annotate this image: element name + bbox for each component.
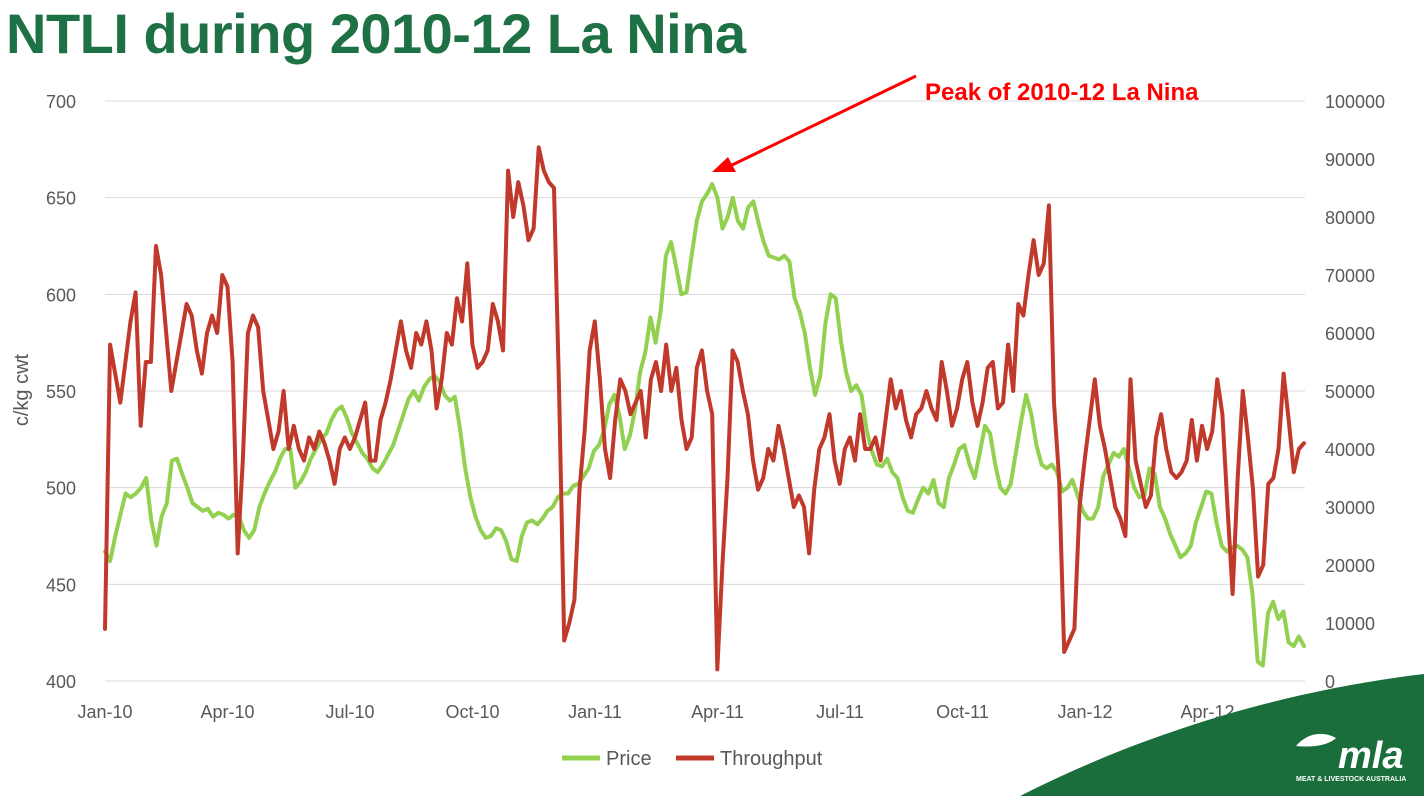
x-tick-label: Oct-10 <box>445 702 499 722</box>
mla-logo-icon <box>1296 733 1336 747</box>
x-tick-label: Jul-10 <box>325 702 374 722</box>
x-tick-label: Jul-11 <box>816 702 864 722</box>
x-tick-label: Jan-12 <box>1057 702 1112 722</box>
y-tick-label: 500 <box>46 479 76 499</box>
series-line-price <box>103 182 1306 668</box>
x-tick-label: Apr-10 <box>200 702 254 722</box>
y-tick-label: 400 <box>46 672 76 692</box>
y2-tick-label: 60000 <box>1325 324 1375 344</box>
legend: Price Throughput <box>562 748 823 770</box>
y2-tick-label: 40000 <box>1325 440 1375 460</box>
annotation-peak: Peak of 2010-12 La Nina <box>712 74 1199 172</box>
y2-tick-label: 50000 <box>1325 382 1375 402</box>
logo-wordmark: mla <box>1338 735 1403 777</box>
page-title: NTLI during 2010-12 La Nina <box>6 2 746 65</box>
x-tick-label: Oct-11 <box>936 702 989 722</box>
y2-tick-label: 90000 <box>1325 150 1375 170</box>
annotation-label: Peak of 2010-12 La Nina <box>925 79 1199 106</box>
annotation-arrow <box>729 74 917 168</box>
y-tick-label: 450 <box>46 575 76 595</box>
x-axis-tick-labels: Jan-10 Apr-10 Jul-10 Oct-10 Jan-11 Apr-11 Jul-… <box>77 702 1234 722</box>
x-tick-label: Jan-11 <box>568 702 622 722</box>
y2-tick-label: 70000 <box>1325 266 1375 286</box>
mla-logo: mla MEAT & LIVESTOCK AUSTRALIA <box>1020 674 1424 796</box>
legend-label-throughput: Throughput <box>720 748 823 770</box>
logo-tagline: MEAT & LIVESTOCK AUSTRALIA <box>1296 776 1406 783</box>
x-tick-label: Jan-10 <box>77 702 132 722</box>
annotation-arrow-head <box>712 157 736 172</box>
y2-tick-label: 100000 <box>1325 92 1385 112</box>
left-axis-tick-labels: 400 450 500 550 600 650 700 <box>46 92 76 692</box>
y-tick-label: 700 <box>46 92 76 112</box>
series-lines <box>103 145 1306 672</box>
y-tick-label: 650 <box>46 189 76 209</box>
x-tick-label: Apr-11 <box>691 702 744 722</box>
y-tick-label: 600 <box>46 285 76 305</box>
y2-tick-label: 20000 <box>1325 556 1375 576</box>
series-line-throughput <box>103 145 1306 672</box>
legend-label-price: Price <box>606 748 652 770</box>
y2-tick-label: 80000 <box>1325 208 1375 228</box>
left-axis-title: c/kg cwt <box>11 353 33 426</box>
y2-tick-label: 10000 <box>1325 614 1375 634</box>
y-tick-label: 550 <box>46 382 76 402</box>
right-axis-tick-labels: 0 10000 20000 30000 40000 50000 60000 70000 8000… <box>1325 92 1385 692</box>
y2-tick-label: 0 <box>1325 672 1335 692</box>
logo-swoosh-shape <box>1020 674 1424 796</box>
y2-tick-label: 30000 <box>1325 498 1375 518</box>
